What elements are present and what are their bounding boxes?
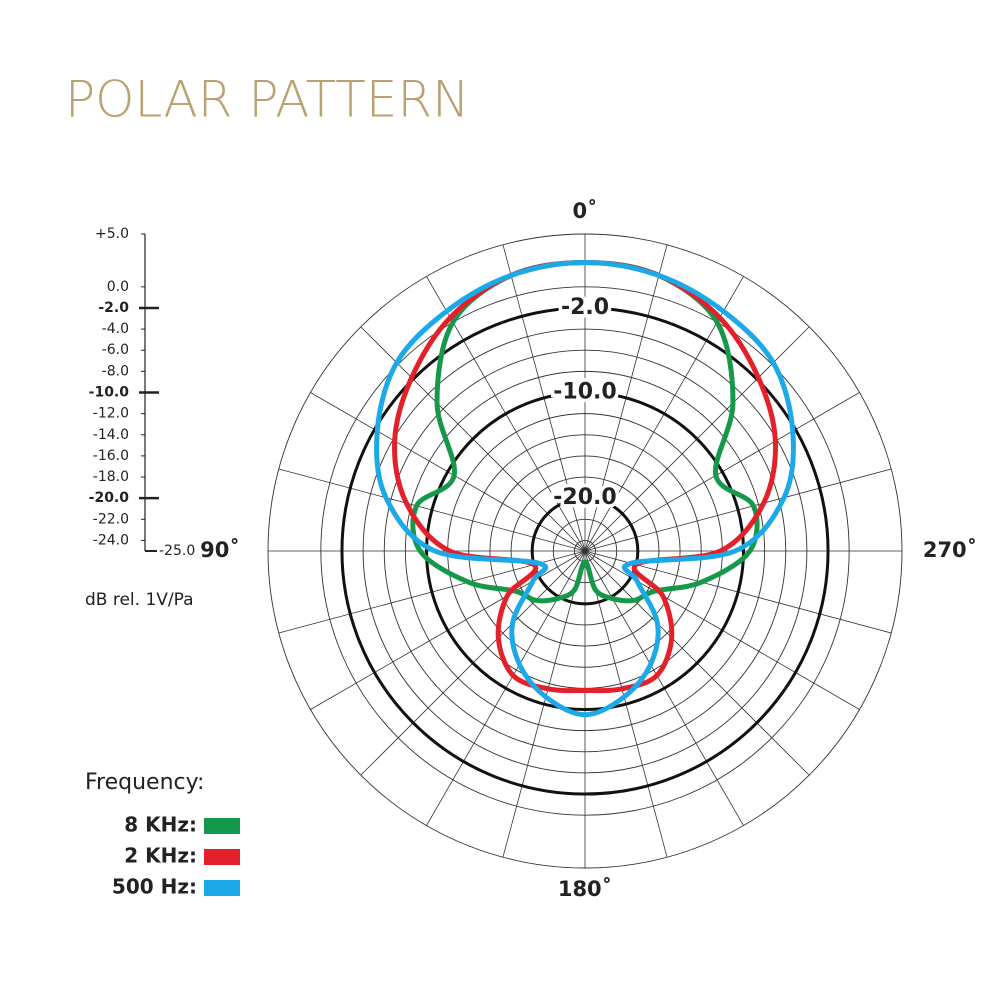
r-tick-label: +5.0 bbox=[95, 226, 129, 242]
r-tick-label: -12.0 bbox=[93, 406, 129, 422]
legend-label: 500 Hz: bbox=[112, 875, 197, 899]
series-line bbox=[374, 260, 796, 718]
angle-label: 180˚ bbox=[558, 877, 612, 901]
grid-ring bbox=[267, 233, 903, 869]
grid-ring bbox=[383, 349, 787, 753]
r-tick-label: -10.0 bbox=[89, 385, 130, 401]
angle-label: 90˚ bbox=[200, 538, 240, 562]
grid-ring bbox=[320, 286, 850, 816]
grid-ring bbox=[362, 328, 808, 774]
r-tick-label: -8.0 bbox=[102, 363, 129, 379]
ring-label: -10.0 bbox=[553, 380, 616, 405]
legend-swatch bbox=[204, 818, 240, 834]
r-tick-label: -22.0 bbox=[93, 511, 129, 527]
r-tick-label: -24.0 bbox=[93, 532, 129, 548]
axis-label: dB rel. 1V/Pa bbox=[85, 590, 194, 610]
legend-label: 8 KHz: bbox=[124, 813, 197, 837]
r-tick-label: -2.0 bbox=[98, 300, 129, 316]
ring-label: -20.0 bbox=[553, 485, 616, 510]
r-tick-label: -18.0 bbox=[93, 469, 129, 485]
grid-ring bbox=[552, 518, 618, 584]
ring-label: -2.0 bbox=[561, 295, 609, 320]
grid-ring bbox=[468, 434, 702, 668]
grid-ring bbox=[340, 306, 830, 796]
grid-ring bbox=[530, 496, 640, 606]
r-tick-label: -14.0 bbox=[93, 427, 129, 443]
legend-label: 2 KHz: bbox=[124, 844, 197, 868]
angle-label: 0˚ bbox=[572, 199, 597, 223]
series-line bbox=[410, 260, 760, 604]
r-tick-label: -20.0 bbox=[89, 490, 130, 506]
legend-title: Frequency: bbox=[85, 770, 204, 795]
r-tick-label: -4.0 bbox=[102, 321, 129, 337]
grid-ring bbox=[489, 455, 681, 647]
r-tick-label: -25.0 bbox=[159, 543, 195, 559]
grid-ring bbox=[404, 370, 766, 732]
r-tick-label: -16.0 bbox=[93, 448, 129, 464]
grid-ring bbox=[425, 391, 745, 711]
legend-swatch bbox=[204, 880, 240, 896]
r-tick-label: 0.0 bbox=[107, 279, 129, 295]
chart-title: POLAR PATTERN bbox=[65, 71, 470, 129]
grid-ring bbox=[510, 476, 660, 626]
series-line bbox=[392, 260, 778, 694]
r-tick-label: -6.0 bbox=[102, 342, 129, 358]
legend-swatch bbox=[204, 849, 240, 865]
angle-label: 270˚ bbox=[923, 538, 977, 562]
